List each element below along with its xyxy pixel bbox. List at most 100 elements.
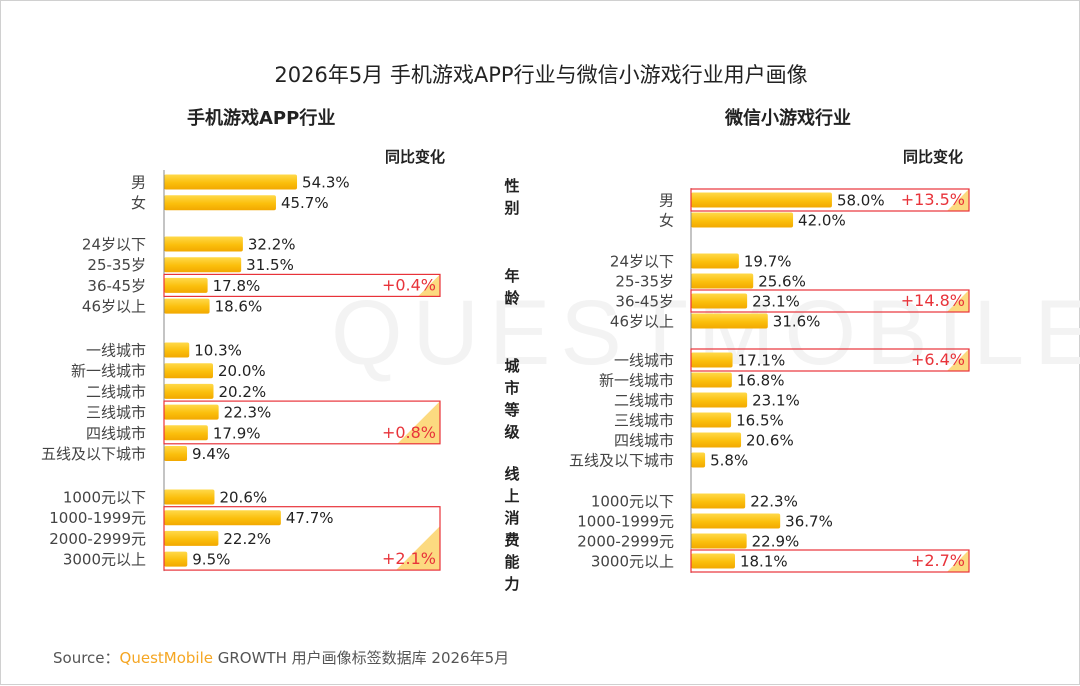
source-note: Source：QuestMobile GROWTH 用户画像标签数据库 2026…	[53, 647, 509, 668]
bar	[164, 195, 276, 211]
data-label: 31.5%	[246, 256, 294, 274]
category-tick-label: 25-35岁	[87, 256, 146, 274]
bar	[691, 432, 742, 448]
data-label: 22.3%	[750, 493, 798, 511]
category-tick-label: 3000元以上	[591, 553, 674, 571]
category-tick-label: 2000-2999元	[577, 533, 674, 551]
bar	[691, 352, 733, 368]
source-brand: QuestMobile	[119, 649, 213, 667]
source-rest: GROWTH 用户画像标签数据库 2026年5月	[212, 649, 510, 667]
left-panel-title: 手机游戏APP行业	[187, 108, 336, 129]
data-label: 23.1%	[752, 293, 800, 311]
category-label-spending: 线上消费能力	[504, 465, 520, 593]
category-label-age: 年龄	[504, 267, 520, 307]
highlight-box	[690, 289, 970, 313]
data-label: 23.1%	[752, 392, 800, 410]
data-label: 9.4%	[192, 445, 230, 463]
data-label: 54.3%	[302, 174, 350, 192]
bar	[164, 342, 190, 358]
category-tick-label: 1000元以下	[63, 489, 146, 507]
category-label-gender: 性别	[504, 177, 520, 217]
data-label: 18.1%	[740, 553, 788, 571]
bar	[691, 293, 748, 309]
bar	[691, 273, 754, 289]
bar	[164, 551, 188, 567]
bar	[164, 257, 242, 273]
category-tick-label: 五线及以下城市	[569, 452, 674, 470]
category-label-city-tier: 城市等级	[504, 357, 520, 441]
data-label: 9.5%	[192, 551, 230, 569]
yoy-change-label: +6.4%	[911, 350, 965, 369]
left-yoy-header: 同比变化	[385, 148, 446, 166]
bar	[691, 452, 706, 468]
category-tick-label: 36-45岁	[615, 293, 674, 311]
category-tick-label: 五线及以下城市	[41, 445, 146, 463]
bar	[691, 513, 781, 529]
highlight-box	[690, 549, 970, 573]
data-label: 17.1%	[738, 352, 786, 370]
data-label: 17.9%	[213, 424, 261, 442]
bar	[691, 412, 732, 428]
data-label: 19.7%	[744, 253, 792, 271]
highlight-box	[690, 348, 970, 372]
yoy-change-label: +14.8%	[901, 291, 965, 310]
category-tick-label: 1000元以下	[591, 493, 674, 511]
highlight-corner	[947, 290, 969, 312]
category-tick-label: 四线城市	[86, 424, 146, 442]
bar	[164, 174, 298, 190]
highlight-corner	[396, 526, 440, 571]
data-label: 16.8%	[737, 372, 785, 390]
bar	[691, 493, 746, 509]
data-label: 10.3%	[194, 342, 242, 360]
highlight-corner	[947, 550, 969, 572]
source-prefix: Source：	[53, 649, 120, 667]
data-label: 36.7%	[785, 513, 833, 531]
right-panel-title: 微信小游戏行业	[725, 108, 851, 129]
category-tick-label: 男	[659, 192, 674, 210]
category-tick-label: 新一线城市	[71, 362, 146, 380]
category-tick-label: 24岁以下	[82, 236, 146, 254]
data-label: 16.5%	[736, 412, 784, 430]
bar	[164, 236, 243, 252]
highlight-box	[163, 506, 441, 571]
data-label: 22.2%	[223, 530, 271, 548]
chart-title: 2026年5月 手机游戏APP行业与微信小游戏行业用户画像	[274, 63, 808, 87]
bar	[691, 212, 794, 228]
category-tick-label: 女	[131, 194, 146, 212]
data-label: 31.6%	[773, 313, 821, 331]
right-yoy-header: 同比变化	[903, 148, 964, 166]
category-tick-label: 三线城市	[614, 412, 674, 430]
data-label: 58.0%	[837, 192, 885, 210]
yoy-change-label: +13.5%	[901, 190, 965, 209]
highlight-corner	[947, 189, 969, 211]
category-tick-label: 四线城市	[614, 432, 674, 450]
category-tick-label: 1000-1999元	[577, 513, 674, 531]
bar	[691, 253, 739, 269]
data-label: 20.0%	[218, 362, 266, 380]
bar	[691, 533, 747, 549]
data-label: 5.8%	[710, 452, 748, 470]
bar	[691, 313, 768, 329]
highlight-box	[163, 400, 441, 445]
data-label: 45.7%	[281, 194, 329, 212]
data-label: 20.2%	[218, 383, 266, 401]
category-tick-label: 二线城市	[86, 383, 146, 401]
bar	[164, 446, 188, 461]
category-tick-label: 一线城市	[86, 342, 146, 360]
data-label: 20.6%	[219, 489, 267, 507]
data-label: 47.7%	[286, 509, 334, 527]
bar	[164, 510, 281, 526]
data-label: 20.6%	[746, 432, 794, 450]
category-tick-label: 36-45岁	[87, 277, 146, 295]
category-tick-label: 二线城市	[614, 392, 674, 410]
category-tick-label: 三线城市	[86, 404, 146, 422]
bar	[691, 392, 748, 408]
bar	[691, 553, 735, 569]
yoy-change-label: +0.8%	[382, 423, 436, 442]
category-tick-label: 46岁以上	[610, 313, 674, 331]
bar	[164, 425, 208, 441]
bar	[691, 192, 832, 208]
category-tick-label: 25-35岁	[615, 273, 674, 291]
yoy-change-label: +2.7%	[911, 551, 965, 570]
category-tick-label: 女	[659, 212, 674, 230]
